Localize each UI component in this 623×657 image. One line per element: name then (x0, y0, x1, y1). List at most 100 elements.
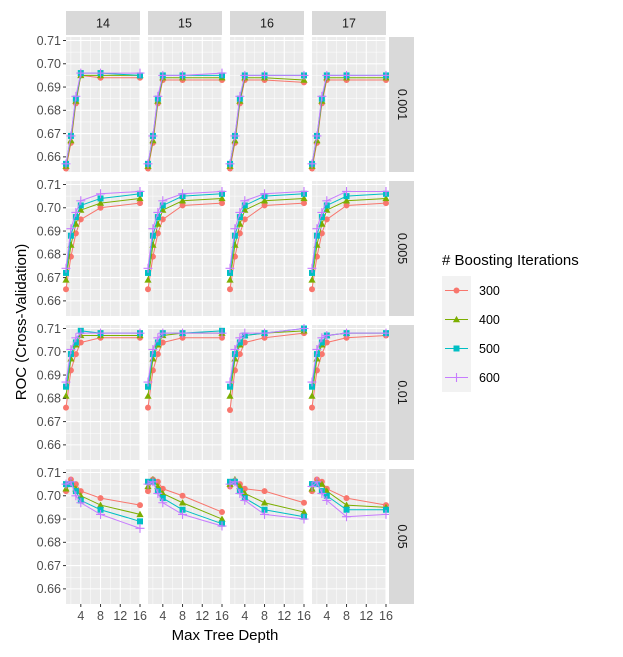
series-line-600 (65, 190, 141, 269)
facet-panels (61, 37, 391, 604)
data-point-600 (307, 377, 317, 387)
series-line-600 (147, 332, 222, 383)
data-point-400 (323, 487, 331, 494)
data-point-600 (260, 189, 270, 199)
data-point-300 (159, 339, 166, 346)
row-strip (389, 37, 414, 172)
data-point-400 (159, 489, 167, 497)
data-point-600 (71, 333, 81, 343)
data-point-500 (149, 232, 156, 239)
data-point-600 (76, 196, 86, 206)
data-point-300 (159, 216, 166, 223)
data-point-600 (76, 68, 86, 78)
data-point-400 (226, 392, 234, 399)
column-strip (230, 11, 304, 35)
data-point-600 (158, 498, 168, 508)
series-line-300 (229, 332, 305, 411)
series-line-500 (311, 193, 387, 274)
facet-panel (143, 469, 227, 604)
data-point-600 (260, 328, 270, 338)
data-point-500 (72, 339, 79, 346)
legend-label: 400 (479, 313, 500, 327)
y-tick-label: 0.67 (37, 271, 61, 285)
series-line-600 (229, 74, 304, 164)
legend-label: 500 (479, 342, 500, 356)
data-point-500 (318, 214, 325, 221)
data-point-500 (179, 506, 186, 513)
data-point-600 (76, 498, 86, 508)
data-point-400 (342, 197, 351, 204)
data-point-600 (61, 479, 71, 489)
data-point-600 (342, 186, 352, 196)
data-point-600 (240, 495, 250, 505)
data-point-600 (143, 479, 153, 489)
x-tick-label: 8 (97, 609, 104, 623)
column-strip-label: 17 (342, 17, 356, 31)
data-point-500 (63, 269, 69, 276)
data-point-600 (235, 207, 245, 217)
data-point-600 (148, 477, 158, 487)
data-point-600 (153, 207, 163, 217)
column-strip-label: 14 (96, 17, 110, 31)
series-line-500 (229, 193, 305, 274)
legend-key-marker (452, 315, 461, 323)
data-point-300 (219, 200, 225, 207)
data-point-600 (342, 328, 352, 338)
data-point-600 (342, 512, 352, 522)
data-point-500 (137, 518, 143, 525)
data-point-500 (72, 488, 79, 495)
data-point-300 (72, 481, 79, 488)
data-point-300 (343, 334, 350, 341)
data-point-300 (323, 216, 330, 223)
facet-panel (307, 181, 391, 316)
column-strip-label: 16 (260, 17, 274, 31)
data-point-600 (76, 328, 86, 338)
facet-panel (61, 325, 145, 460)
data-point-300 (145, 488, 151, 495)
x-tick-label: 8 (261, 609, 268, 623)
data-point-300 (137, 502, 143, 509)
y-tick-label: 0.66 (37, 438, 61, 452)
data-point-600 (61, 263, 71, 273)
data-point-300 (219, 509, 225, 516)
data-point-300 (241, 216, 248, 223)
data-point-300 (343, 495, 350, 502)
data-point-400 (260, 499, 269, 506)
data-point-600 (96, 328, 106, 338)
data-point-600 (178, 509, 188, 519)
data-point-400 (62, 392, 70, 399)
data-point-600 (135, 328, 145, 338)
data-point-300 (383, 200, 389, 207)
row-strip-label: 0.001 (395, 89, 409, 120)
row-strip (389, 181, 414, 316)
data-point-400 (300, 194, 308, 202)
x-tick-label: 16 (379, 609, 393, 623)
data-point-600 (307, 481, 317, 491)
legend-title: # Boosting Iterations (442, 252, 579, 269)
y-tick-label: 0.68 (37, 248, 61, 262)
series-line-600 (311, 332, 386, 383)
y-tick-label: 0.70 (37, 345, 61, 359)
data-point-300 (227, 286, 233, 293)
facet-panel (225, 181, 309, 316)
data-point-400 (136, 510, 144, 518)
data-point-400 (382, 194, 390, 202)
data-point-600 (178, 189, 188, 199)
x-tick-label: 4 (241, 609, 248, 623)
row-strip (389, 325, 414, 460)
data-point-300 (63, 286, 69, 293)
data-point-500 (313, 232, 320, 239)
data-point-600 (322, 330, 332, 340)
x-tick-label: 12 (359, 609, 373, 623)
data-point-400 (136, 194, 144, 202)
data-point-600 (240, 328, 250, 338)
x-tick-label: 4 (77, 609, 84, 623)
data-point-600 (317, 488, 327, 498)
data-point-400 (323, 206, 331, 213)
data-point-600 (153, 91, 163, 101)
data-point-300 (323, 339, 330, 346)
data-point-600 (299, 323, 309, 333)
series-line-600 (147, 72, 223, 164)
data-point-600 (260, 509, 270, 519)
data-point-500 (149, 351, 156, 358)
